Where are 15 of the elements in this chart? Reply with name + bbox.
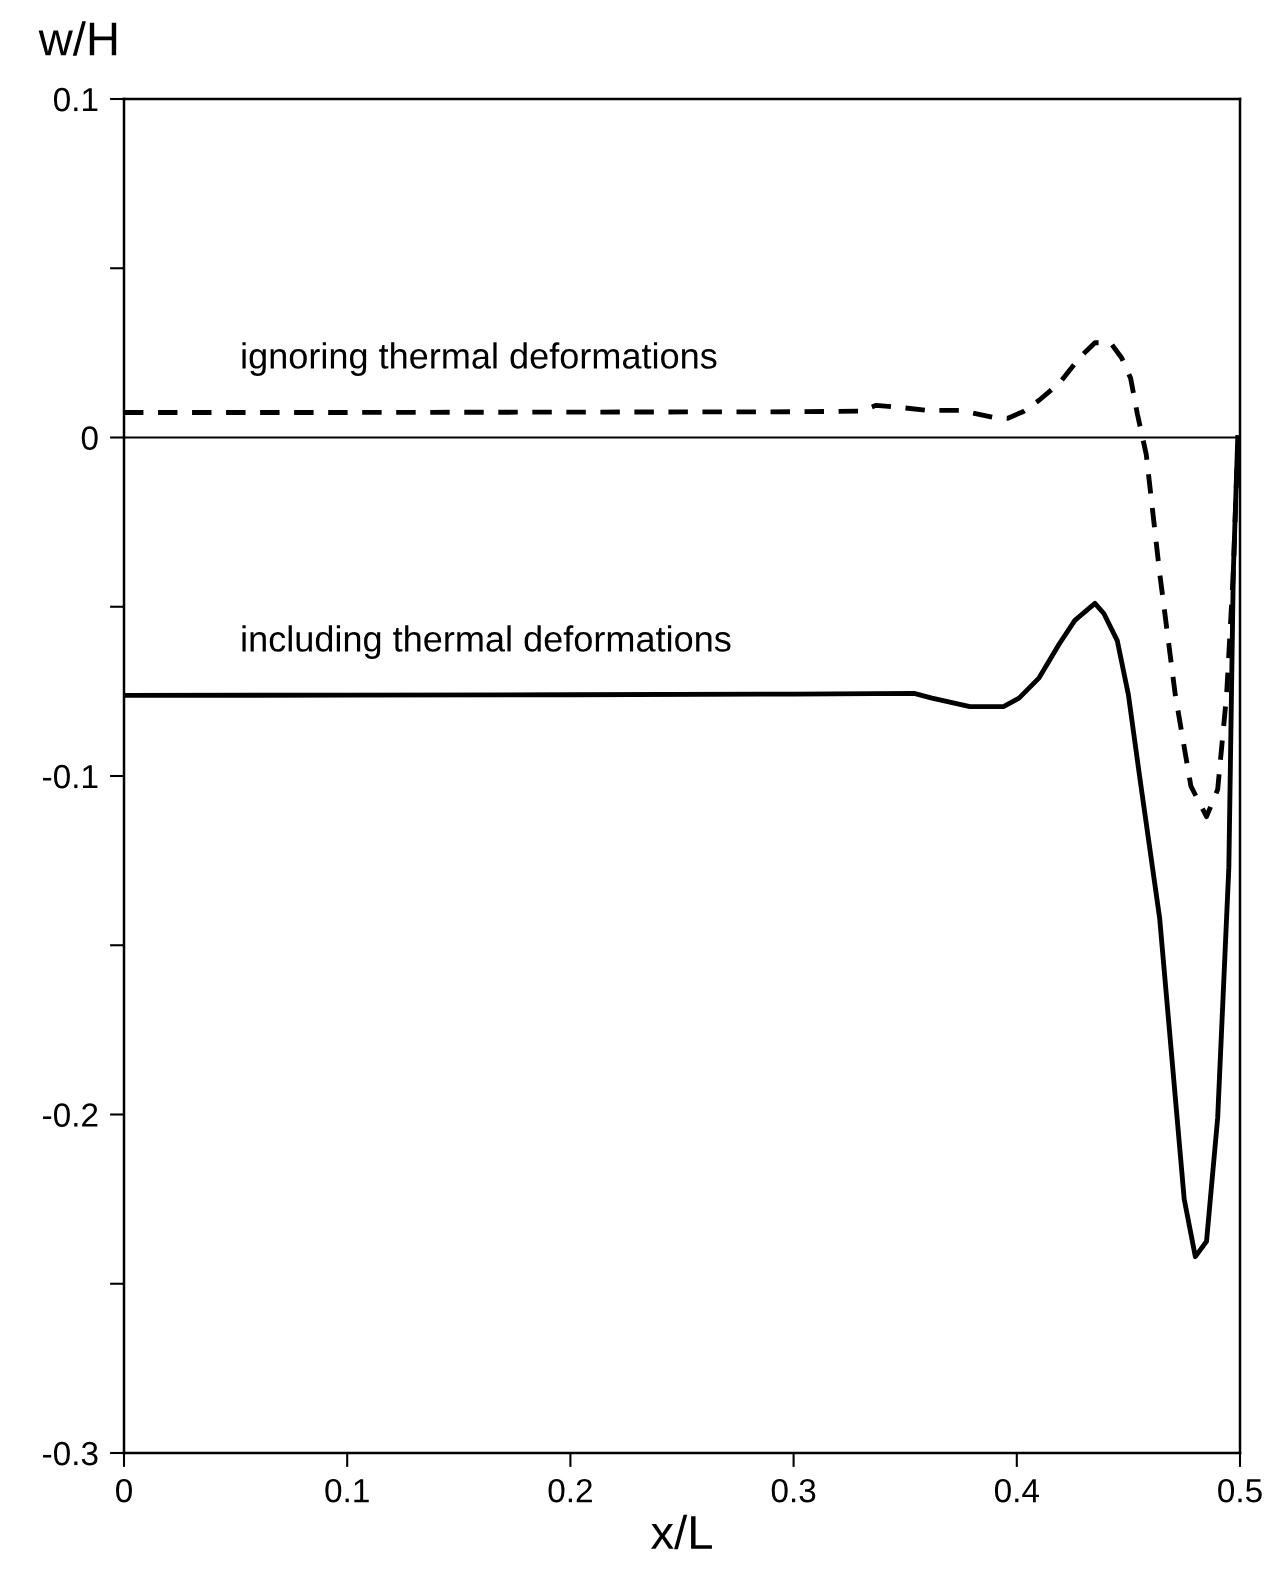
y-tick-label: 0 [81, 426, 98, 450]
y-tick-label: -0.3 [43, 1441, 98, 1466]
y-tick-label: -0.2 [43, 1103, 98, 1127]
x-tick-label: 0 [116, 1478, 132, 1503]
x-tick-label: 0.4 [994, 1478, 1039, 1503]
x-tick-label: 0.2 [548, 1478, 592, 1503]
y-tick-label: -0.1 [43, 764, 98, 789]
x-tick-label: 0.3 [771, 1478, 816, 1503]
x-axis-title: x/L [651, 1514, 712, 1550]
y-axis-title: w/H [38, 21, 117, 56]
y-tick-label: 0.1 [53, 87, 98, 112]
x-tick-label: 0.5 [1218, 1478, 1262, 1503]
series-label: ignoring thermal deformations [242, 342, 717, 376]
x-tick-label: 0.1 [325, 1478, 369, 1503]
series-label: including thermal deformations [242, 625, 731, 659]
